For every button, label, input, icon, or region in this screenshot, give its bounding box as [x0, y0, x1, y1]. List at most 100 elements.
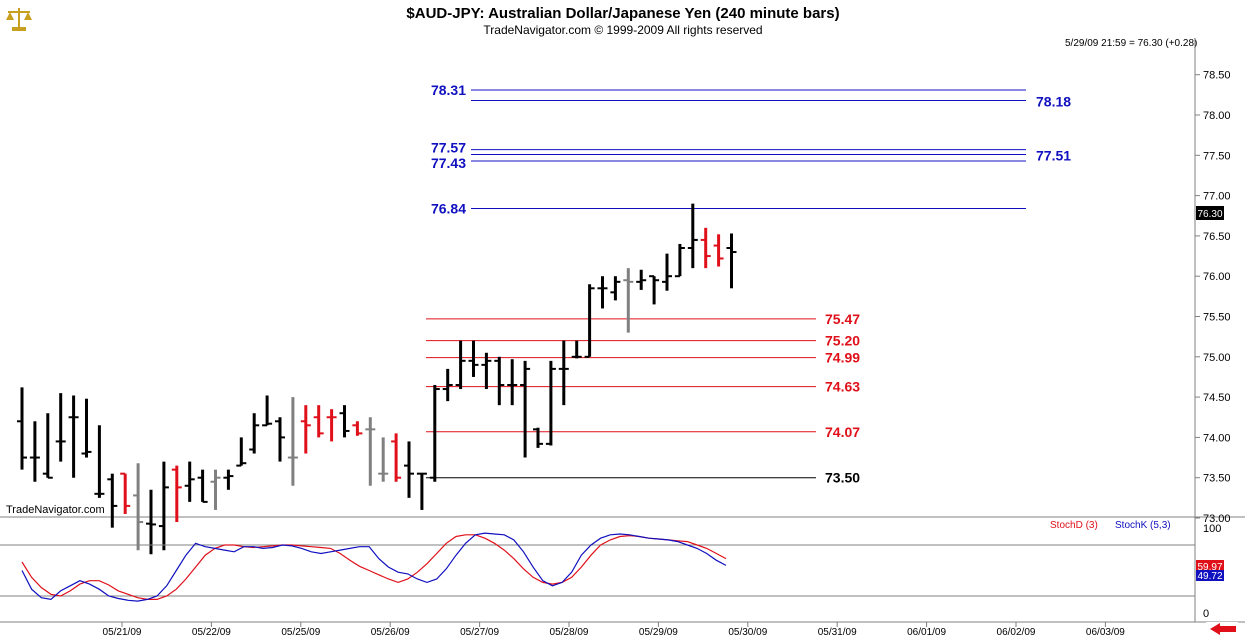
legend-stochk: StochK (5,3) — [1115, 520, 1171, 531]
ohlc-bar — [507, 359, 518, 406]
level-label: 77.43 — [431, 155, 466, 171]
ohlc-bar — [313, 405, 324, 438]
ohlc-bar — [55, 393, 66, 462]
ohlc-bar — [713, 234, 724, 267]
ohlc-bar — [300, 405, 311, 454]
ohlc-bar — [29, 421, 40, 482]
ohlc-bar — [120, 472, 131, 514]
logo-icon — [6, 8, 32, 31]
price-tick-label: 76.00 — [1203, 271, 1231, 283]
price-tick-label: 75.50 — [1203, 312, 1231, 324]
stochk-last-label: 49.72 — [1197, 571, 1222, 582]
level-label: 75.20 — [825, 333, 860, 349]
ohlc-bar — [649, 275, 660, 305]
scroll-right-arrow-icon[interactable] — [1206, 622, 1238, 636]
ohlc-bar — [610, 276, 621, 301]
ohlc-bar — [158, 461, 169, 551]
ohlc-bar — [223, 469, 234, 490]
price-axis: 73.00 73.50 74.00 74.50 75.00 75.50 76.00 76.50… — [1195, 70, 1231, 525]
last-price-label: 76.30 — [1197, 209, 1222, 220]
ohlc-bar — [17, 387, 27, 470]
ohlc-bar — [352, 421, 363, 436]
date-tick-label: 05/26/09 — [371, 627, 410, 638]
ohlc-bar — [365, 417, 376, 486]
ohlc-bar — [455, 340, 466, 390]
date-tick-label: 06/03/09 — [1086, 627, 1125, 638]
level-label: 76.84 — [431, 200, 466, 216]
ohlc-bar — [287, 397, 298, 486]
ohlc-bar — [339, 405, 350, 438]
ohlc-bar — [81, 398, 92, 458]
price-tick-label: 76.50 — [1203, 231, 1231, 243]
watermark-text: TradeNavigator.com — [6, 504, 105, 516]
price-tick-label: 78.50 — [1203, 70, 1231, 82]
ohlc-bar — [391, 433, 402, 482]
ohlc-bar — [94, 425, 105, 498]
price-tick-label: 77.50 — [1203, 150, 1231, 162]
stochd-line — [21, 534, 727, 601]
date-tick-label: 05/29/09 — [639, 627, 678, 638]
ohlc-bar — [107, 473, 118, 528]
ohlc-bar — [545, 360, 556, 446]
ohlc-bar — [468, 340, 479, 377]
ohlc-bar — [700, 227, 711, 269]
ohlc-bar — [171, 465, 182, 523]
ohlc-bar — [275, 417, 285, 462]
ohlc-bar — [636, 269, 647, 290]
level-label: 74.07 — [825, 424, 860, 440]
date-tick-label: 05/25/09 — [281, 627, 320, 638]
ohlc-bar — [197, 469, 208, 503]
ohlc-bar — [558, 340, 569, 406]
ohlc-bar — [326, 409, 337, 442]
ohlc-bar — [416, 472, 427, 510]
price-bars — [17, 203, 737, 555]
ohlc-bar — [597, 276, 608, 309]
ohlc-bar — [146, 489, 156, 555]
stoch-tick-label: 0 — [1203, 608, 1209, 620]
ohlc-bar — [184, 461, 195, 502]
level-label: 74.99 — [825, 350, 860, 366]
date-tick-label: 05/28/09 — [550, 627, 589, 638]
ohlc-bar — [236, 437, 247, 467]
stochd-last-tag — [1196, 560, 1224, 572]
price-tick-label: 77.00 — [1203, 191, 1231, 203]
date-tick-label: 05/30/09 — [728, 627, 767, 638]
ohlc-bar — [442, 368, 453, 402]
ohlc-bar — [674, 243, 685, 278]
level-label: 74.63 — [825, 379, 860, 395]
level-label: 73.50 — [825, 470, 860, 486]
ohlc-bar — [571, 340, 582, 359]
legend-stochd: StochD (3) — [1050, 520, 1098, 531]
ohlc-bar — [42, 413, 53, 479]
last-price-tag — [1196, 206, 1224, 220]
ohlc-bar — [133, 463, 144, 551]
ohlc-bar — [520, 360, 531, 458]
stoch-tick-label: 100 — [1203, 523, 1221, 535]
level-label: 75.47 — [825, 311, 860, 327]
ohlc-bar — [533, 427, 543, 448]
price-tick-label: 74.00 — [1203, 432, 1231, 444]
price-tick-label: 73.50 — [1203, 473, 1231, 485]
stochastic-lines — [21, 532, 727, 602]
level-label: 77.51 — [1036, 147, 1071, 163]
last-quote: 5/29/09 21:59 = 76.30 (+0.28) — [1065, 38, 1197, 49]
date-tick-label: 06/02/09 — [997, 627, 1036, 638]
stochk-last-tag — [1196, 570, 1224, 581]
ohlc-bar — [494, 356, 505, 406]
chart-title: $AUD-JPY: Australian Dollar/Japanese Yen… — [406, 5, 839, 22]
ohlc-bar — [662, 253, 672, 291]
date-tick-label: 05/21/09 — [103, 627, 142, 638]
stochd-last-label: 59.97 — [1197, 562, 1222, 573]
ohlc-bar — [210, 469, 221, 510]
date-tick-label: 05/22/09 — [192, 627, 231, 638]
date-tick-label: 05/31/09 — [818, 627, 857, 638]
ohlc-bar — [262, 395, 273, 427]
price-tick-label: 73.00 — [1203, 513, 1231, 525]
date-tick-label: 06/01/09 — [907, 627, 946, 638]
price-tick-label: 78.00 — [1203, 110, 1231, 122]
level-label: 78.31 — [431, 82, 466, 98]
ohlc-bar — [584, 284, 595, 358]
level-label: 77.57 — [431, 140, 466, 156]
